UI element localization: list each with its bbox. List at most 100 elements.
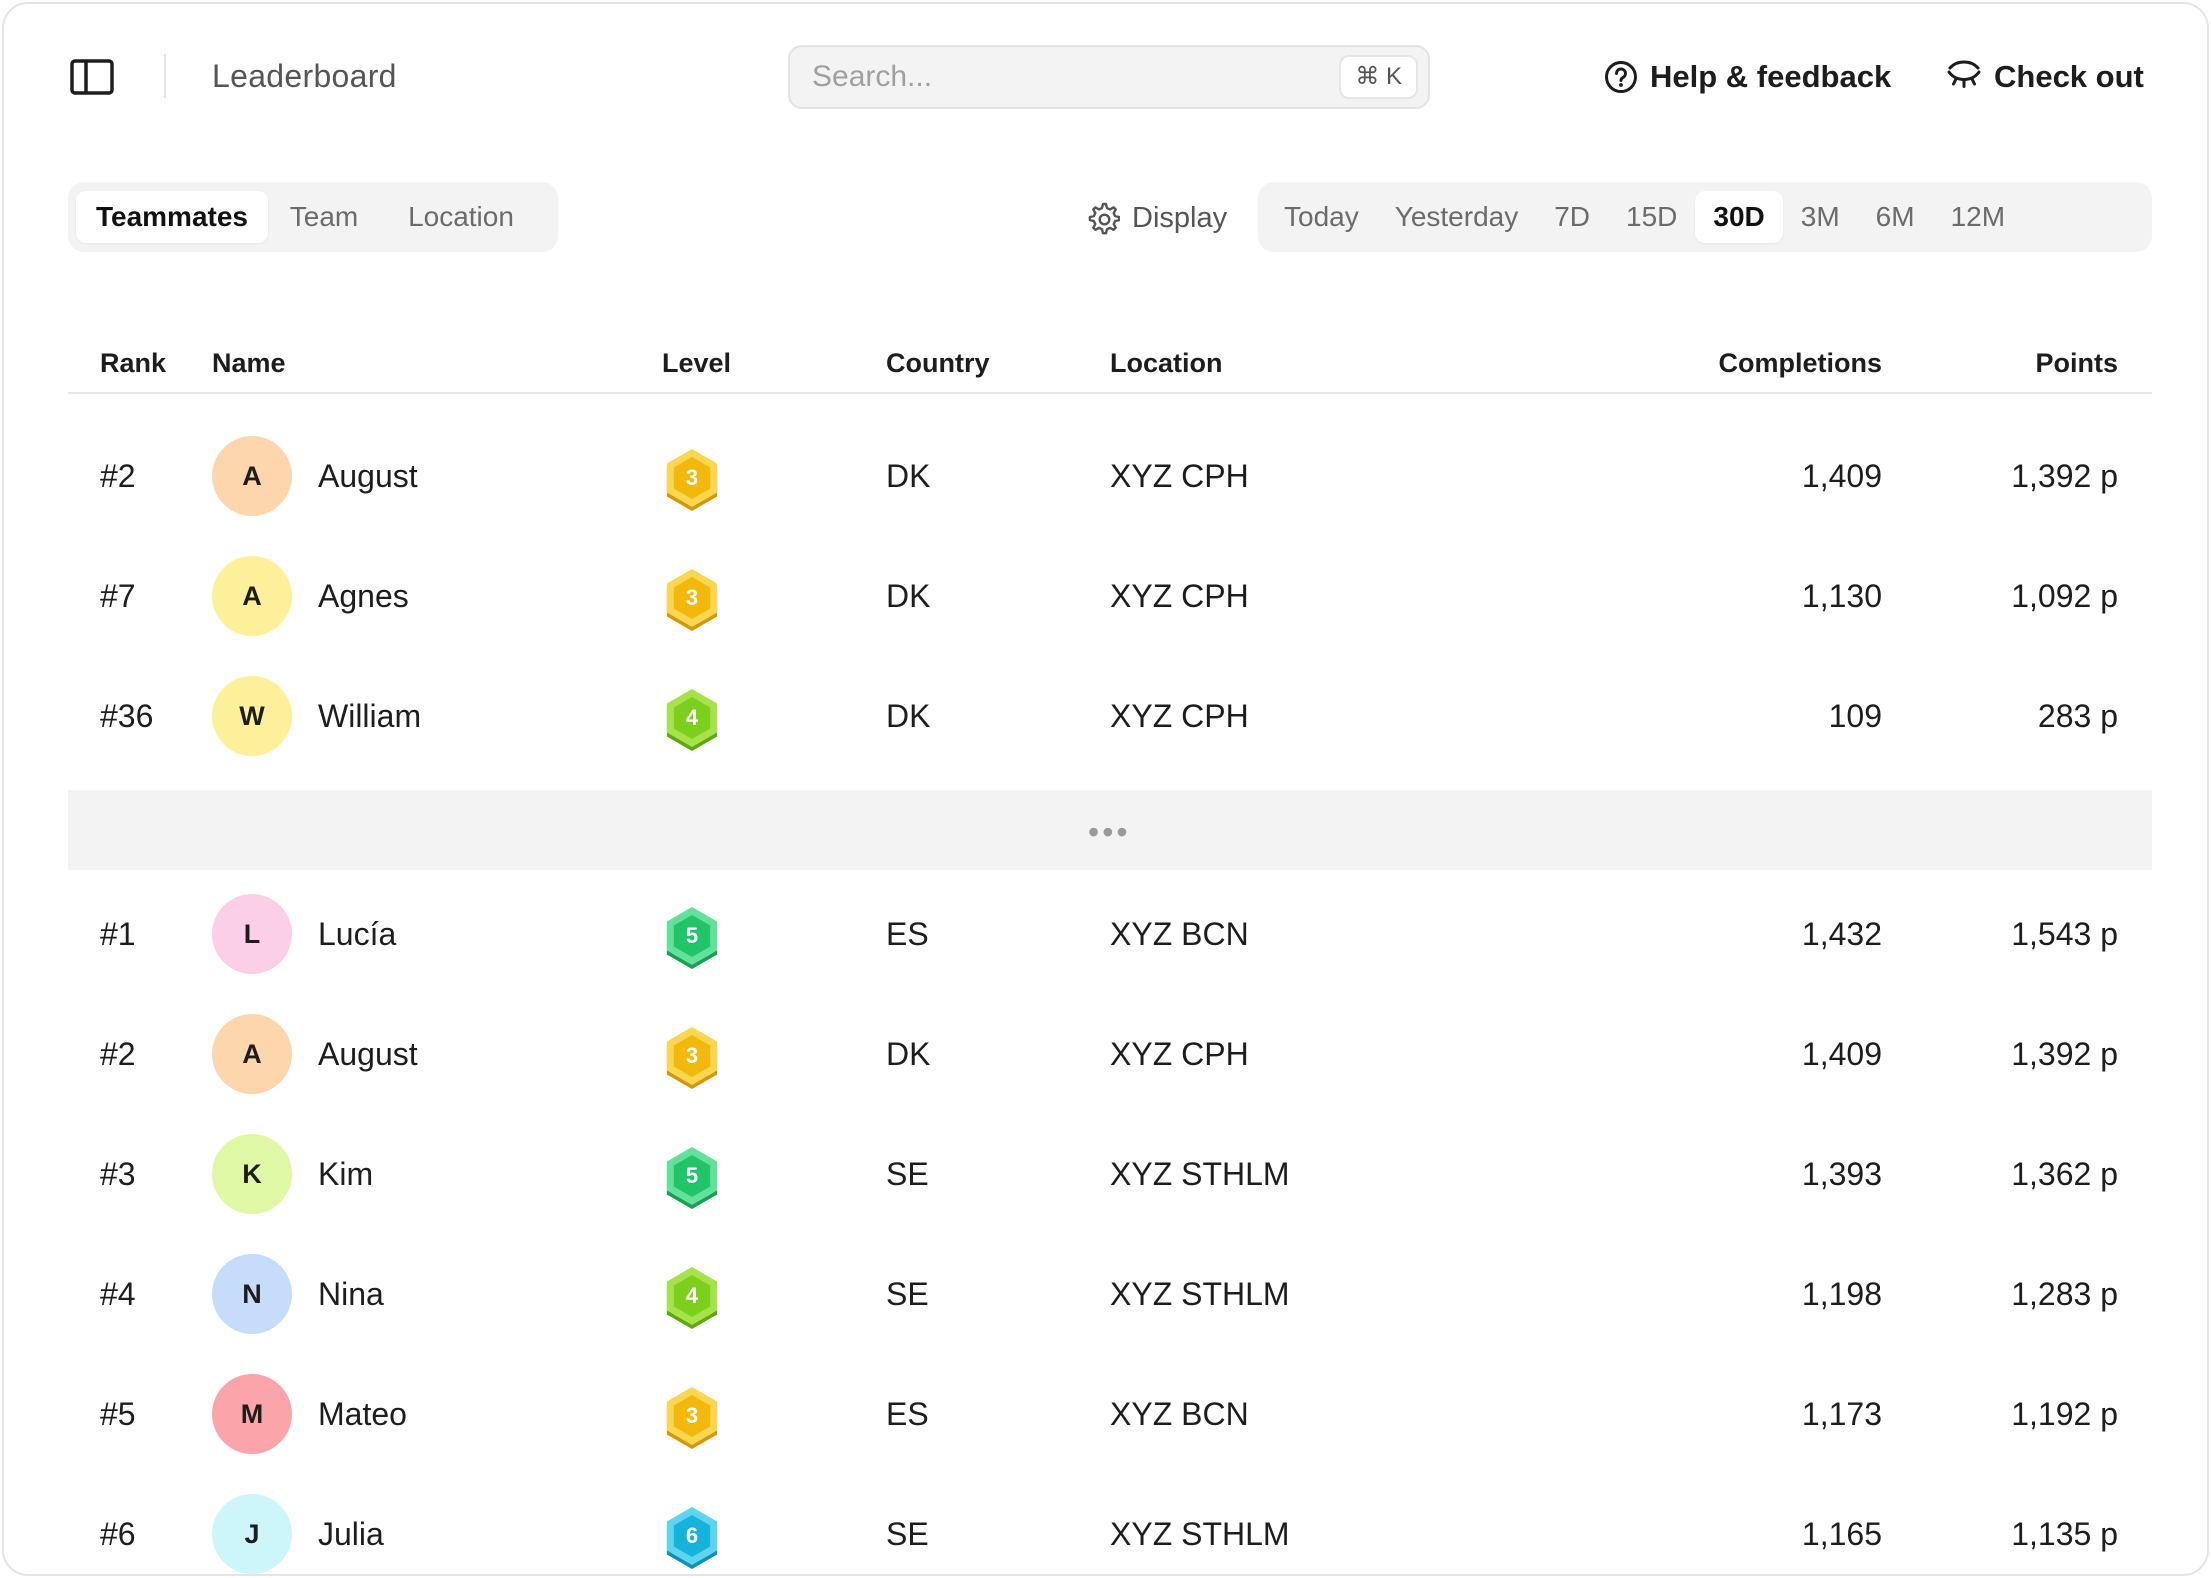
points-cell: 1,392 p [2011, 1036, 2118, 1072]
points-cell: 1,362 p [2011, 1156, 2118, 1192]
location-cell: XYZ STHLM [1110, 1276, 1290, 1312]
column-location[interactable]: Location [1110, 348, 1223, 378]
avatar: N [212, 1254, 292, 1334]
table-row[interactable]: #36 W William 4 DK XYZ CPH 109 283 p [68, 656, 2152, 776]
level-number: 4 [685, 705, 699, 730]
name-cell: Julia [318, 1516, 384, 1552]
level-badge: 3 [662, 1384, 722, 1450]
hexagon-badge-icon [666, 449, 718, 511]
rank-cell: #7 [100, 578, 136, 614]
page-title: Leaderboard [212, 58, 397, 94]
name-cell: Agnes [318, 578, 409, 614]
completions-cell: 1,173 [1801, 1396, 1882, 1432]
help-feedback-button[interactable]: Help & feedback [1604, 54, 1891, 100]
points-cell: 283 p [2037, 698, 2118, 734]
sidebar-toggle-icon[interactable] [70, 59, 114, 95]
level-badge: 6 [662, 1504, 722, 1570]
points-cell: 1,392 p [2011, 458, 2118, 494]
hexagon-badge-icon [666, 1267, 718, 1329]
table-row[interactable]: #6 J Julia 6 SE XYZ STHLM 1,165 1,135 p [68, 1474, 2152, 1574]
table-row[interactable]: #4 N Nina 4 SE XYZ STHLM 1,198 1,283 p [68, 1234, 2152, 1354]
completions-cell: 1,198 [1801, 1276, 1882, 1312]
rank-cell: #6 [100, 1516, 136, 1552]
level-number: 3 [685, 585, 699, 610]
name-cell: Kim [318, 1156, 374, 1192]
tab-teammates[interactable]: Teammates [76, 191, 268, 243]
column-country[interactable]: Country [886, 348, 990, 378]
location-cell: XYZ CPH [1110, 458, 1249, 494]
table-row[interactable]: #2 A August 3 DK XYZ CPH 1,409 1,392 p [68, 416, 2152, 536]
level-number: 4 [685, 1283, 699, 1308]
completions-cell: 1,409 [1801, 458, 1882, 494]
search-shortcut-hint: ⌘ K [1339, 55, 1418, 99]
table-row[interactable]: #1 L Lucía 5 ES XYZ BCN 1,432 1,543 p [68, 874, 2152, 994]
search-input[interactable] [812, 57, 1292, 97]
range-yesterday[interactable]: Yesterday [1394, 201, 1519, 232]
completions-cell: 1,432 [1801, 916, 1882, 952]
rows-gap-separator[interactable]: ••• [68, 790, 2152, 870]
name-cell: Mateo [318, 1396, 407, 1432]
country-cell: DK [886, 578, 931, 614]
search-box[interactable]: ⌘ K [788, 45, 1430, 109]
check-out-button[interactable]: Check out [1946, 54, 2144, 100]
points-cell: 1,192 p [2011, 1396, 2118, 1432]
view-switcher: Teammates Team Location [68, 182, 558, 252]
avatar: M [212, 1374, 292, 1454]
range-30d[interactable]: 30D [1695, 191, 1783, 243]
level-badge: 4 [662, 1264, 722, 1330]
rank-cell: #2 [100, 1036, 136, 1072]
rank-cell: #5 [100, 1396, 136, 1432]
column-rank[interactable]: Rank [100, 348, 167, 378]
name-cell: Lucía [318, 916, 397, 952]
country-cell: DK [886, 1036, 931, 1072]
country-cell: SE [886, 1276, 929, 1312]
range-today[interactable]: Today [1284, 201, 1359, 232]
check-out-label: Check out [1994, 59, 2144, 94]
table-row[interactable]: #3 K Kim 5 SE XYZ STHLM 1,393 1,362 p [68, 1114, 2152, 1234]
location-cell: XYZ STHLM [1110, 1156, 1290, 1192]
rank-cell: #4 [100, 1276, 136, 1312]
range-6m[interactable]: 6M [1875, 201, 1915, 232]
hexagon-badge-icon [666, 569, 718, 631]
column-points[interactable]: Points [2035, 348, 2118, 378]
location-cell: XYZ CPH [1110, 698, 1249, 734]
range-15d[interactable]: 15D [1626, 201, 1678, 232]
tab-location[interactable]: Location [408, 201, 514, 232]
tab-team[interactable]: Team [289, 201, 359, 232]
gear-icon [1088, 202, 1120, 235]
level-number: 6 [685, 1523, 699, 1548]
leaderboard-rows: #1 L Lucía 5 ES XYZ BCN 1,432 1,543 p #2 A August 3… [68, 874, 2152, 1574]
avatar: J [212, 1494, 292, 1574]
name-cell: August [318, 458, 418, 494]
team-rows: #2 A August 3 DK XYZ CPH 1,409 1,392 p #7 A Agnes 3… [68, 416, 2152, 776]
table-header: Rank Name Level Country Location Complet… [68, 334, 2152, 394]
hexagon-badge-icon [666, 1387, 718, 1449]
column-level[interactable]: Level [662, 348, 732, 378]
points-cell: 1,543 p [2011, 916, 2118, 952]
range-3m[interactable]: 3M [1800, 201, 1840, 232]
hexagon-badge-icon [666, 907, 718, 969]
more-dots-icon: ••• [1088, 814, 1131, 850]
completions-cell: 1,165 [1801, 1516, 1882, 1552]
column-name[interactable]: Name [212, 348, 286, 378]
hexagon-badge-icon [666, 1507, 718, 1569]
level-badge: 3 [662, 446, 722, 512]
top-bar: Leaderboard ⌘ K Help & feedback Check ou… [4, 4, 2207, 152]
column-completions[interactable]: Completions [1718, 348, 1882, 378]
range-7d[interactable]: 7D [1554, 201, 1591, 232]
table-row[interactable]: #2 A August 3 DK XYZ CPH 1,409 1,392 p [68, 994, 2152, 1114]
location-cell: XYZ STHLM [1110, 1516, 1290, 1552]
display-button[interactable]: Display [1086, 194, 1227, 242]
avatar: A [212, 556, 292, 636]
completions-cell: 109 [1828, 698, 1882, 734]
hexagon-badge-icon [666, 1027, 718, 1089]
table-row[interactable]: #5 M Mateo 3 ES XYZ BCN 1,173 1,192 p [68, 1354, 2152, 1474]
level-badge: 5 [662, 904, 722, 970]
points-cell: 1,092 p [2011, 578, 2118, 614]
country-cell: ES [886, 1396, 929, 1432]
country-cell: SE [886, 1516, 929, 1552]
range-12m[interactable]: 12M [1950, 201, 2006, 232]
country-cell: SE [886, 1156, 929, 1192]
table-row[interactable]: #7 A Agnes 3 DK XYZ CPH 1,130 1,092 p [68, 536, 2152, 656]
